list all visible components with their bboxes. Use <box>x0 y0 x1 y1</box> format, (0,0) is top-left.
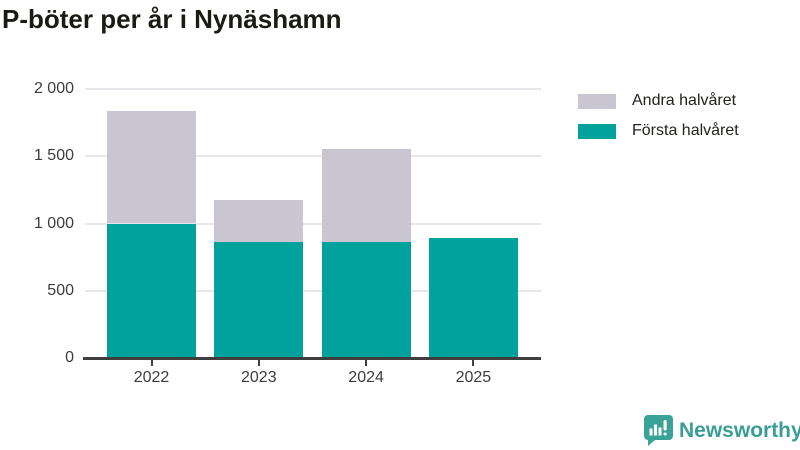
bar-2024-forsta-halvaret <box>321 241 411 358</box>
y-axis-tick-label: 500 <box>47 281 74 299</box>
bar-2022-forsta-halvaret <box>107 223 196 358</box>
x-axis-tick-label: 2024 <box>348 369 384 386</box>
newsworthy-logo: Newsworthy <box>644 415 800 446</box>
legend-swatch-forsta <box>578 123 616 139</box>
y-axis-tick-label: 0 <box>65 349 74 366</box>
x-axis-tick <box>365 358 368 366</box>
x-axis-tick <box>472 358 475 366</box>
bar-2024-andra-halvaret <box>321 148 411 242</box>
x-axis-tick <box>150 358 153 366</box>
y-axis-tick-label: 2 000 <box>33 80 74 97</box>
x-axis-tick-label: 2023 <box>241 369 277 386</box>
bar-2023-forsta-halvaret <box>214 242 304 358</box>
x-axis-tick-label: 2022 <box>133 369 170 386</box>
legend-item-forsta-halvaret: Första halvåret <box>578 122 739 140</box>
bar-2022-andra-halvaret <box>107 111 196 224</box>
x-axis-tick <box>257 358 260 366</box>
gridline-2000 <box>85 88 541 90</box>
bar-chart-speech-bubble-icon <box>644 415 673 446</box>
legend-item-andra-halvaret: Andra halvåret <box>578 92 739 110</box>
gridline-1000 <box>85 222 541 225</box>
gridline-500 <box>85 289 541 292</box>
legend-label-andra: Andra halvåret <box>632 92 737 109</box>
bar-2023-andra-halvaret <box>214 199 304 243</box>
y-axis-tick-label: 1 500 <box>33 147 74 165</box>
x-axis-line <box>83 357 541 360</box>
legend-label-forsta: Första halvåret <box>632 122 739 139</box>
gridline-1500 <box>85 155 541 158</box>
x-axis-tick-label: 2025 <box>455 369 492 386</box>
y-axis-tick-label: 1 000 <box>33 214 74 232</box>
chart-title: P-böter per år i Nynäshamn <box>2 4 342 34</box>
newsworthy-logo-text: Newsworthy <box>679 418 800 442</box>
bar-2025-forsta-halvaret <box>428 237 518 358</box>
legend: Andra halvåret Första halvåret <box>578 92 739 152</box>
legend-swatch-andra <box>578 93 616 109</box>
